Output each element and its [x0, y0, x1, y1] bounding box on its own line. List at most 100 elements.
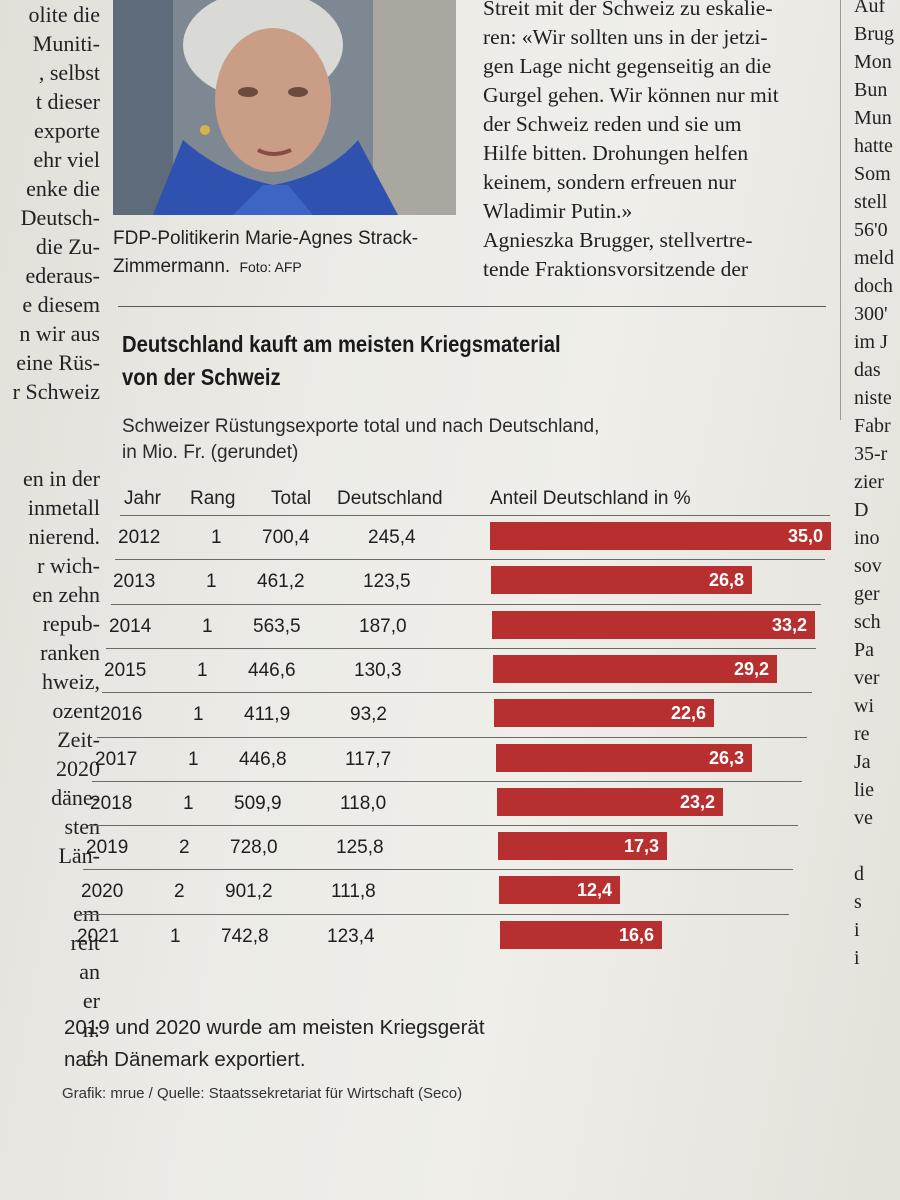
quote-line: Gurgel gehen. Wir können nur mit — [483, 83, 779, 107]
share-bar-label: 26,8 — [708, 570, 744, 591]
table-row: 2014 1 563,5 187,0 33,2 — [0, 603, 900, 651]
left-column-line — [0, 435, 100, 464]
left-column-line: enke die — [26, 176, 100, 201]
rank-cell: 1 — [211, 527, 222, 548]
right-column-line: meld — [854, 247, 894, 269]
right-column-line: Som — [854, 163, 891, 185]
left-column-line: ozent — [52, 698, 100, 723]
left-column-line: ederaus- — [25, 263, 100, 288]
quote-column: Streit mit der Schweiz zu eskalie-ren: «… — [483, 0, 828, 284]
photo-caption: FDP-Politikerin Marie-Agnes Strack-Zimme… — [113, 225, 456, 281]
right-column-line: i — [854, 947, 860, 969]
right-column-line: ino — [854, 527, 880, 549]
header-share: Anteil Deutschland in % — [490, 488, 691, 509]
total-cell: 901,2 — [225, 881, 273, 903]
right-column-line: i — [854, 919, 860, 941]
germany-cell: 93,2 — [350, 704, 387, 726]
left-column-line: t dieser — [35, 89, 100, 114]
right-column-line: 56'0 — [854, 219, 888, 241]
year-cell: 2015 — [104, 659, 147, 681]
right-text-column: Auf Brug Mon Bun Mun hatte Som stell 56'0 meld doc… — [848, 0, 900, 1192]
row-divider — [106, 647, 816, 649]
left-column-line: n: — [82, 1017, 100, 1042]
left-column-line: Zeit- — [57, 727, 100, 752]
left-column-line: em — [73, 901, 100, 926]
right-column-line: ger — [854, 583, 880, 605]
left-column-line: e diesem — [22, 292, 100, 317]
row-divider — [83, 869, 793, 871]
photo-credit: Foto: AFP — [239, 259, 302, 275]
right-column-line: Brug — [854, 23, 894, 45]
table-row: 2017 1 446,8 117,7 26,3 — [0, 736, 900, 784]
germany-cell: 187,0 — [359, 615, 407, 637]
table-row: 2015 1 446,6 130,3 29,2 — [0, 647, 900, 695]
right-column-line: hatte — [854, 135, 893, 157]
table-row: 2019 2 728,0 125,8 17,3 — [0, 825, 900, 872]
right-column-line: doch — [854, 275, 893, 297]
total-cell: 446,6 — [248, 659, 296, 681]
left-column-line: däne- — [51, 785, 100, 810]
chart-title: Deutschland kauft am meisten Kriegsmater… — [122, 328, 668, 394]
right-column-line: Ja — [854, 751, 871, 773]
year-cell: 2019 — [86, 837, 129, 859]
right-column-line: s — [854, 891, 862, 913]
year-cell: 2018 — [90, 792, 133, 814]
right-column-line: 35-r — [854, 443, 888, 465]
year-cell: 2014 — [109, 615, 152, 637]
germany-cell: 245,4 — [368, 527, 416, 548]
rank-cell: 2 — [179, 837, 190, 859]
year-cell: 2017 — [95, 748, 138, 770]
share-bar: 35,0 — [490, 522, 831, 550]
left-column-line: er — [82, 988, 100, 1013]
right-column-line: im J — [854, 331, 888, 353]
right-column-line: 300' — [854, 303, 888, 325]
left-column-line: Deutsch- — [20, 205, 100, 230]
header-rank: Rang — [190, 488, 236, 509]
left-column-line: en zehn — [32, 582, 100, 607]
column-divider — [840, 0, 841, 420]
share-bar: 23,2 — [497, 787, 723, 816]
chart-subtitle-line-1: Schweizer Rüstungsexporte total und nach… — [122, 416, 600, 437]
left-column-line: reit — [70, 930, 100, 955]
right-column-line: Mun — [854, 107, 892, 129]
quote-line: Wladimir Putin.» — [483, 199, 633, 223]
year-cell: 2012 — [118, 527, 161, 548]
right-column-line: D — [854, 499, 869, 521]
quote-line: gen Lage nicht gegenseitig an die — [483, 54, 772, 78]
row-divider — [111, 603, 821, 605]
right-column-line: ver — [854, 667, 880, 689]
total-cell: 563,5 — [253, 615, 301, 637]
right-column-line: Mon — [854, 51, 892, 73]
chart-note-line-2: nach Dänemark exportiert. — [64, 1048, 306, 1071]
left-column-line: olite die — [28, 2, 100, 27]
right-column-line: Pa — [854, 639, 874, 661]
right-column-line: re — [854, 723, 870, 745]
left-column-line: r wich- — [37, 553, 100, 578]
right-column-line: sch — [854, 611, 881, 633]
right-column-line: d — [854, 863, 864, 885]
left-column-line: r Schweiz — [12, 379, 100, 404]
caption-text: FDP-Politikerin Marie-Agnes Strack-Zimme… — [113, 228, 419, 277]
left-column-line: eine Rüs- — [16, 350, 100, 375]
left-column-line: inmetall — [27, 495, 100, 520]
share-bar: 12,4 — [499, 876, 620, 905]
year-cell: 2021 — [77, 925, 120, 947]
share-bar: 26,3 — [496, 743, 752, 772]
rank-cell: 1 — [193, 704, 204, 726]
rank-cell: 1 — [188, 748, 199, 770]
table-row: 2020 2 901,2 111,8 12,4 — [0, 869, 900, 916]
share-bar-label: 33,2 — [771, 614, 807, 635]
total-cell: 509,9 — [234, 792, 282, 814]
share-bar: 22,6 — [494, 699, 714, 728]
year-cell: 2020 — [81, 881, 124, 903]
row-divider — [92, 780, 802, 782]
table-row: 2016 1 411,9 93,2 22,6 — [0, 692, 900, 739]
germany-cell: 125,8 — [336, 837, 384, 859]
row-divider — [79, 913, 789, 915]
row-divider — [115, 559, 825, 561]
right-column-line: sov — [854, 555, 882, 577]
quote-line: Hilfe bitten. Drohungen helfen — [483, 141, 749, 165]
quote-line: Streit mit der Schweiz zu eskalie- — [483, 0, 773, 20]
left-column-line: nierend. — [28, 524, 100, 549]
